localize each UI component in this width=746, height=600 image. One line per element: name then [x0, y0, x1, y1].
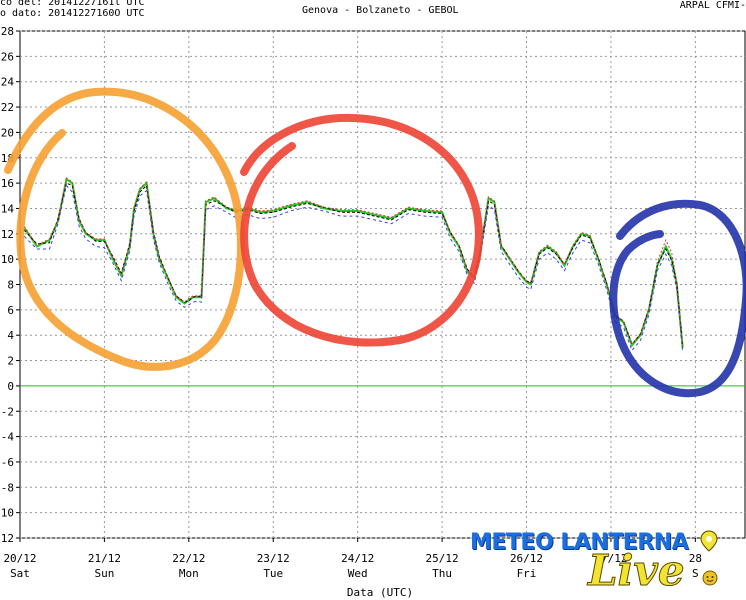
header-source: ARPAL CFMI-	[679, 0, 746, 11]
x-tick-date: 22/12	[172, 552, 205, 565]
y-tick-label: 4	[7, 329, 14, 342]
y-tick-label: 14	[1, 202, 15, 215]
x-tick-date: 25/12	[426, 552, 459, 565]
x-axis-label: Data (UTC)	[347, 586, 413, 599]
y-tick-label: -2	[1, 405, 14, 418]
y-tick-label: 6	[7, 304, 14, 317]
y-tick-label: 28	[1, 25, 14, 38]
header-data-time: o dato: 20141227160O UTC	[0, 8, 145, 19]
map-pin-icon	[700, 530, 718, 552]
x-tick-date: 27/12	[594, 552, 627, 565]
x-tick-day: Mon	[179, 567, 199, 580]
y-tick-label: 12	[1, 228, 14, 241]
y-tick-label: 8	[7, 279, 14, 292]
series-line-red	[23, 177, 684, 347]
x-tick-day: S	[692, 567, 699, 580]
annotation-layer	[4, 87, 746, 398]
y-tick-label: 20	[1, 126, 14, 139]
meteo-lanterna-logo: METEO LANTERNA Live	[470, 530, 746, 600]
series-line-black	[23, 182, 684, 347]
chart-station-title: Genova - Bolzaneto - GEBOL	[302, 5, 459, 16]
logo-text: METEO LANTERNA	[470, 530, 689, 555]
red-annotation-circle	[240, 113, 483, 347]
header-issue-time: co del: 20141227161l UTC	[0, 0, 145, 8]
x-tick-day: Sat	[10, 567, 30, 580]
x-tick-day: Sun	[94, 567, 114, 580]
x-tick-day: Thu	[432, 567, 452, 580]
y-tick-label: 24	[1, 76, 15, 89]
series-line-blue	[23, 184, 684, 353]
chart-grid	[19, 30, 746, 539]
x-tick-day: Tue	[263, 567, 283, 580]
x-tick-date: 23/12	[257, 552, 290, 565]
x-tick-date: 26/12	[510, 552, 543, 565]
blue-annotation-circle	[609, 199, 746, 398]
x-axis: 20/12 Sat 21/12 Sun 22/12 Mon 23/12 Tue 24/12 Wed…	[3, 538, 702, 580]
series-line-green	[23, 177, 684, 348]
chart-series	[23, 177, 684, 353]
y-tick-label: 22	[1, 101, 14, 114]
y-tick-label: -8	[1, 481, 14, 494]
y-tick-label: 26	[1, 50, 14, 63]
x-tick-date: 20/12	[3, 552, 36, 565]
y-tick-label: 10	[1, 253, 14, 266]
x-tick-day: Wed	[348, 567, 368, 580]
y-tick-label: -4	[1, 431, 15, 444]
orange-annotation-circle	[4, 87, 246, 371]
y-tick-label: -6	[1, 456, 14, 469]
logo-script: Live	[588, 546, 686, 596]
y-tick-label: 0	[7, 380, 14, 393]
x-tick-date: 24/12	[341, 552, 374, 565]
y-tick-label: -10	[0, 507, 14, 520]
y-tick-label: -12	[0, 532, 14, 545]
sun-face-icon	[702, 570, 718, 586]
x-tick-day: Fri	[517, 567, 537, 580]
x-tick-date: 28	[689, 552, 702, 565]
x-tick-date: 21/12	[88, 552, 121, 565]
y-tick-label: 16	[1, 177, 14, 190]
y-tick-label: 2	[7, 355, 14, 368]
